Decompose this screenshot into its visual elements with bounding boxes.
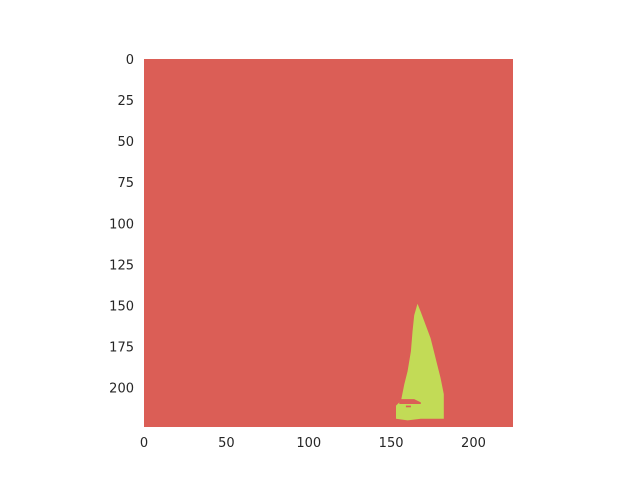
mask-region (396, 303, 444, 421)
y-tick-label: 0 (126, 53, 134, 68)
x-tick-label: 100 (296, 436, 321, 451)
y-tick-label: 75 (117, 176, 134, 191)
x-axis: 0 50 100 150 200 (140, 436, 486, 451)
heatmap-plot-area (144, 59, 513, 427)
y-tick-label: 150 (109, 299, 134, 314)
x-tick-label: 150 (379, 436, 404, 451)
y-tick-label: 100 (109, 217, 134, 232)
mask-speck-region (405, 405, 411, 408)
y-axis: 0 25 50 75 100 125 150 175 200 (109, 53, 134, 397)
y-tick-label: 25 (117, 94, 134, 109)
background-region (144, 59, 513, 427)
x-tick-label: 50 (218, 436, 235, 451)
y-tick-label: 50 (117, 135, 134, 150)
mask-hole-region (399, 399, 421, 404)
y-tick-label: 200 (109, 382, 134, 397)
y-tick-label: 125 (109, 258, 134, 273)
x-tick-label: 0 (140, 436, 148, 451)
y-tick-label: 175 (109, 341, 134, 356)
x-tick-label: 200 (461, 436, 486, 451)
